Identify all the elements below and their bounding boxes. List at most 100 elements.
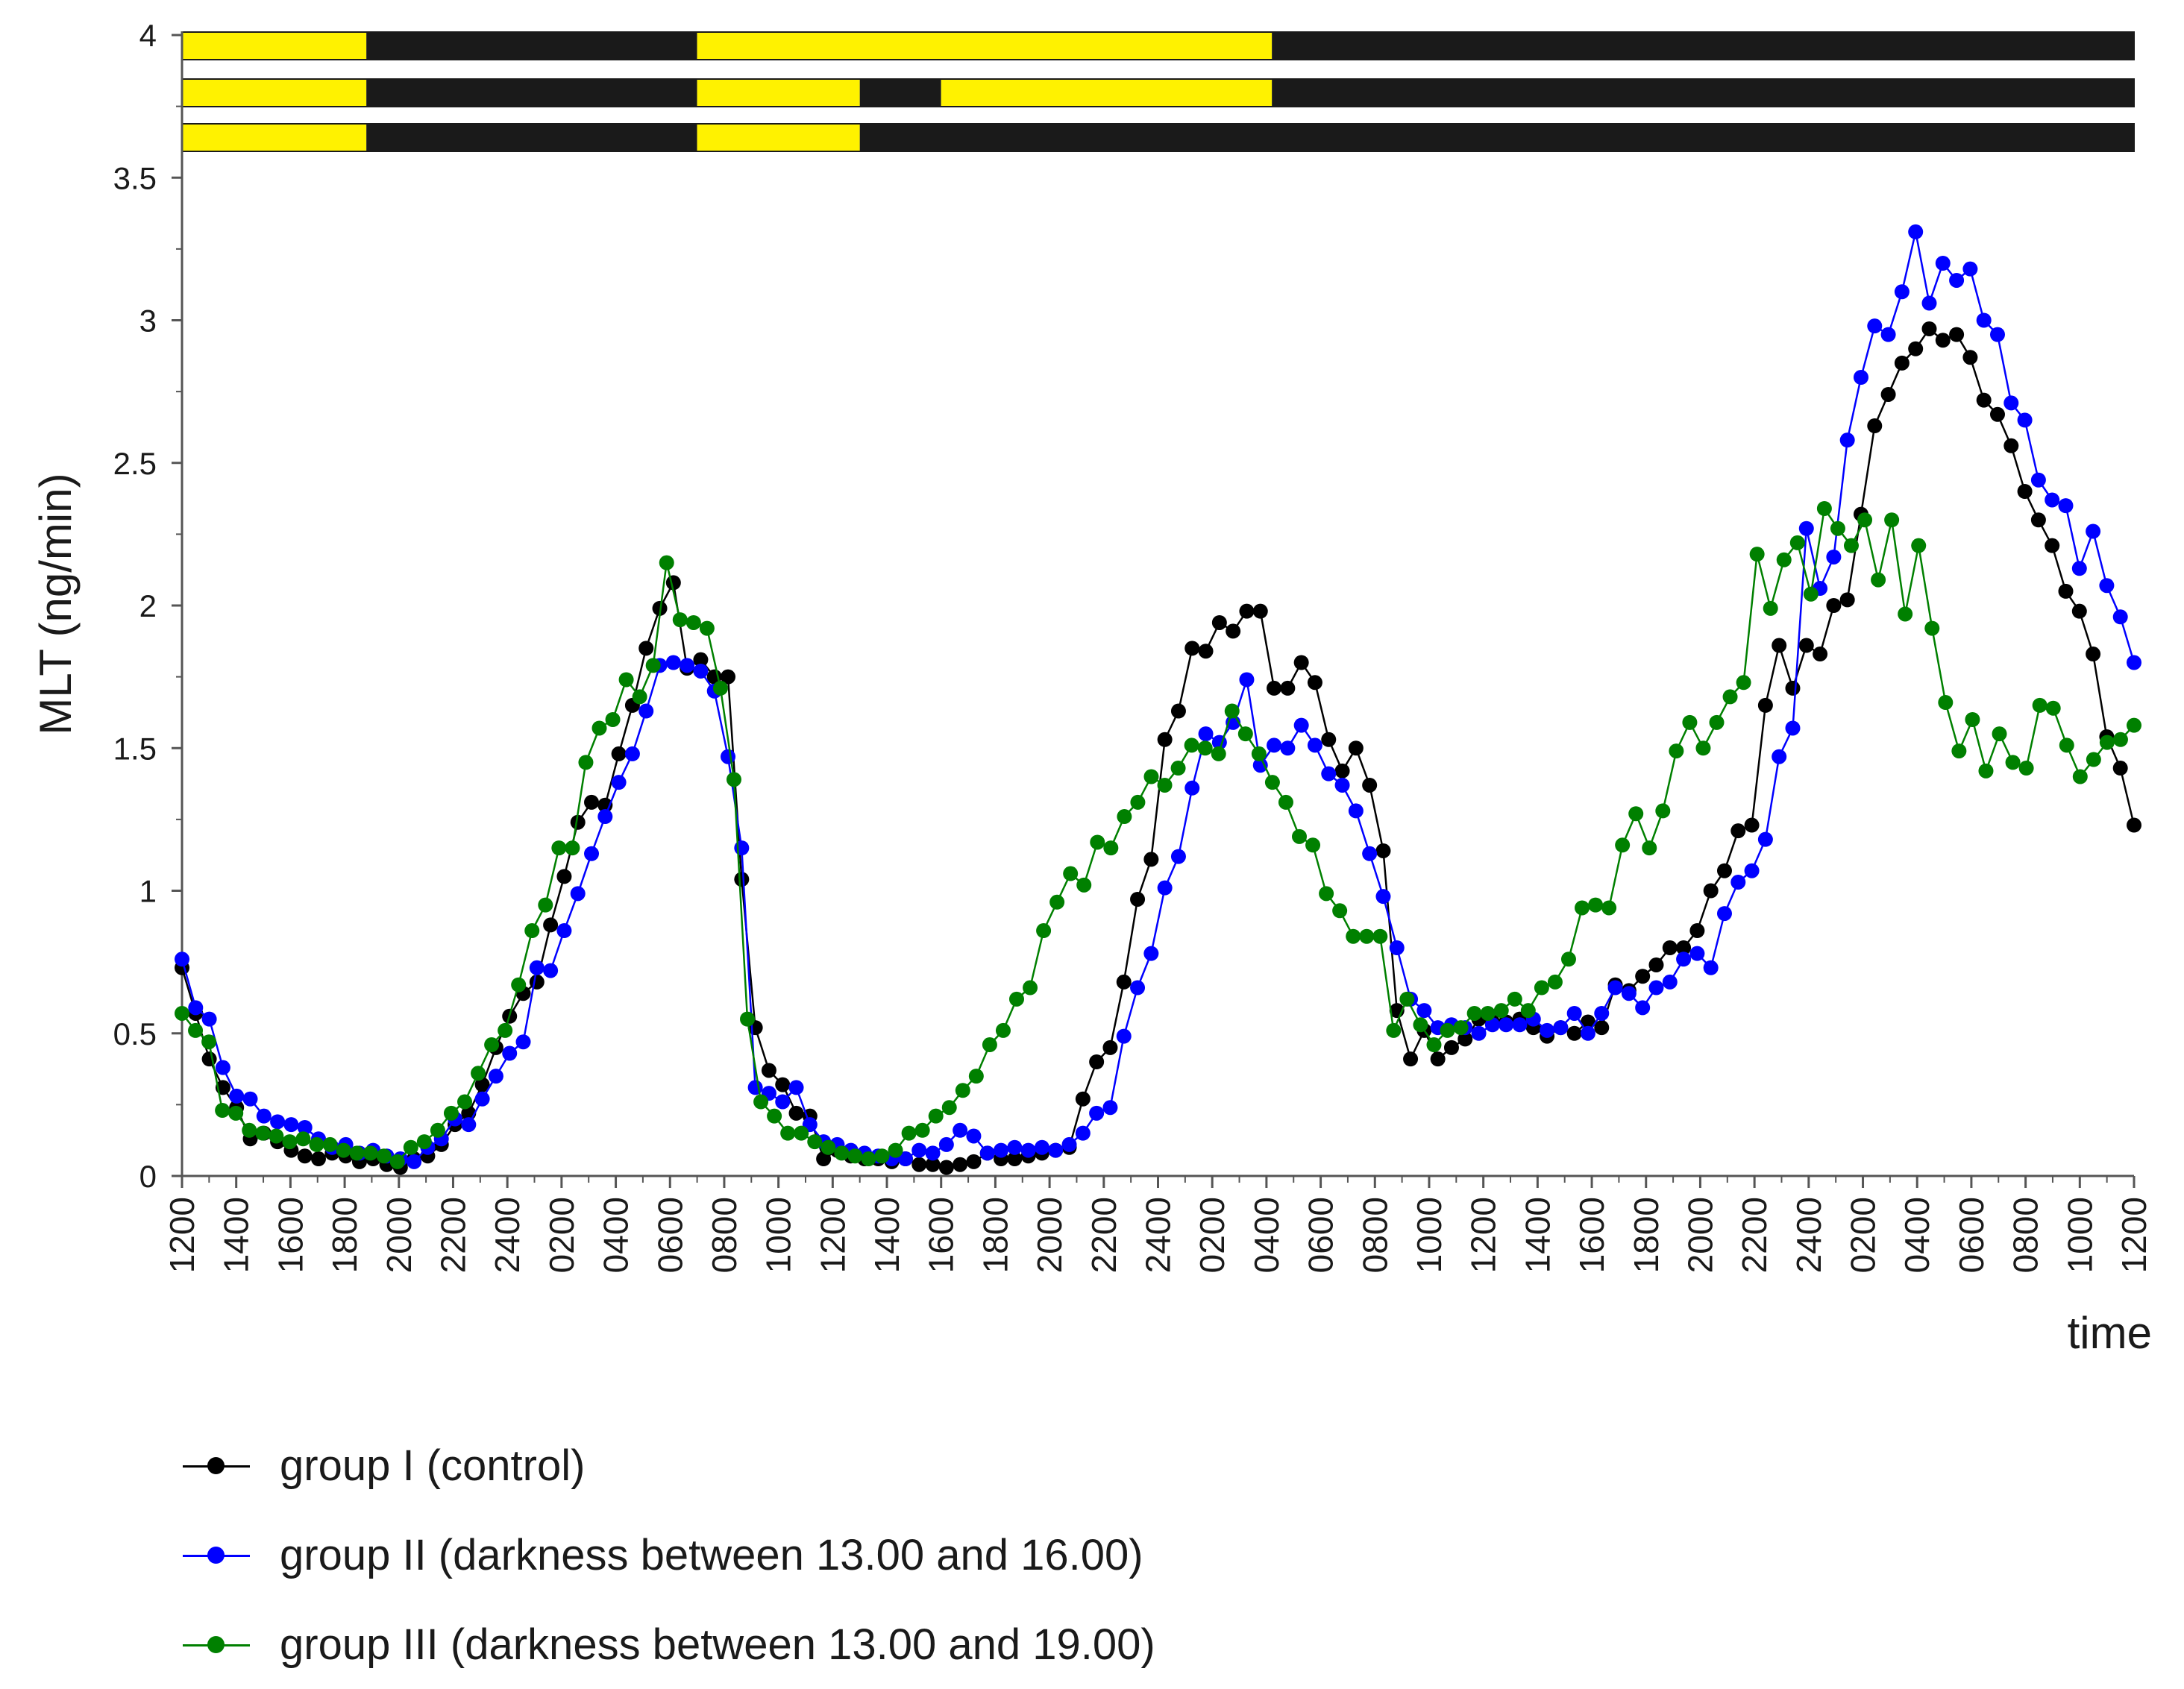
data-point-group-3 (2005, 755, 2021, 770)
data-point-group-2 (2030, 472, 2046, 488)
data-point-group-2 (229, 1088, 245, 1104)
x-tick-label-21: 0600 (1302, 1197, 1340, 1273)
data-point-group-2 (1252, 758, 1268, 773)
data-point-group-3 (201, 1034, 217, 1050)
data-point-group-1 (1267, 680, 1282, 696)
data-point-group-2 (1157, 880, 1173, 896)
x-tick-label-18: 2400 (1139, 1197, 1178, 1273)
data-point-group-3 (1184, 737, 1199, 753)
regime-bar-2-segment-2 (366, 79, 697, 107)
data-point-group-2 (256, 1108, 272, 1124)
data-point-group-2 (1239, 672, 1255, 688)
x-tick-label-28: 2000 (1681, 1197, 1719, 1273)
data-point-group-3 (215, 1103, 230, 1119)
data-point-group-3 (712, 680, 728, 696)
data-point-group-3 (1749, 547, 1765, 562)
data-point-group-2 (979, 1145, 995, 1161)
data-point-group-1 (721, 669, 736, 685)
data-point-group-2 (953, 1122, 968, 1138)
data-point-group-3 (1008, 991, 1024, 1007)
data-point-group-1 (638, 641, 654, 656)
data-point-group-3 (1642, 840, 1657, 856)
x-tick-label-20: 0400 (1247, 1197, 1286, 1273)
data-point-group-1 (1689, 923, 1705, 939)
data-point-group-2 (1471, 1025, 1487, 1041)
data-point-group-3 (1157, 777, 1173, 793)
data-point-group-3 (645, 658, 661, 673)
data-point-group-3 (416, 1134, 432, 1150)
data-point-group-1 (1566, 1025, 1582, 1041)
data-point-group-3 (498, 1022, 513, 1038)
data-point-group-1 (1102, 1039, 1118, 1055)
data-point-group-2 (1143, 946, 1159, 961)
series-line-group-3 (181, 506, 2135, 1163)
data-point-group-2 (2127, 655, 2141, 670)
data-point-group-1 (1157, 732, 1173, 747)
data-point-group-3 (1278, 794, 1293, 810)
data-point-group-3 (484, 1037, 500, 1053)
data-point-group-2 (1772, 749, 1787, 764)
data-point-group-1 (1813, 647, 1828, 662)
y-tick-label-0.5: 0.5 (113, 1016, 157, 1051)
data-point-group-2 (2112, 609, 2128, 625)
data-point-group-1 (1839, 592, 1855, 608)
x-tick-label-22: 0800 (1355, 1197, 1394, 1273)
data-point-group-2 (2071, 561, 2087, 576)
data-point-group-1 (1143, 852, 1159, 867)
data-point-group-2 (461, 1117, 477, 1133)
data-point-group-1 (1921, 321, 1937, 336)
data-point-group-1 (1321, 732, 1337, 747)
data-point-group-1 (529, 974, 545, 990)
x-tick-label-5: 2200 (433, 1197, 472, 1273)
x-tick-label-35: 1000 (2060, 1197, 2099, 1273)
chart-axes: 0 0.5 1 1.5 2 2.5 3 3.5 4 1200 1400 1600 1800 2000 220… (113, 18, 2153, 1273)
data-point-group-2 (215, 1060, 230, 1075)
data-point-group-2 (188, 1000, 204, 1016)
data-point-group-2 (1061, 1136, 1077, 1152)
data-point-group-1 (1785, 680, 1801, 696)
data-point-group-1 (1798, 638, 1814, 653)
data-point-group-2 (2099, 578, 2115, 594)
data-point-group-3 (538, 897, 553, 913)
data-point-group-2 (1730, 875, 1746, 890)
data-point-group-2 (584, 846, 600, 861)
data-point-group-3 (1911, 538, 1927, 553)
regime-bar-1-segment-2 (366, 32, 697, 60)
data-point-group-3 (794, 1125, 809, 1141)
data-point-group-2 (775, 1094, 791, 1110)
data-point-group-3 (1130, 794, 1146, 810)
data-point-group-2 (1170, 849, 1186, 864)
data-point-group-2 (1976, 312, 1992, 328)
data-point-group-2 (1689, 946, 1705, 961)
data-point-group-3 (578, 755, 594, 770)
data-point-group-1 (1730, 823, 1746, 839)
data-point-group-2 (2045, 492, 2060, 508)
data-point-group-1 (2058, 583, 2074, 599)
data-point-group-2 (994, 1142, 1009, 1158)
data-point-group-3 (430, 1122, 445, 1138)
data-point-group-1 (311, 1151, 327, 1167)
data-point-group-3 (941, 1100, 957, 1116)
data-point-group-3 (1789, 535, 1805, 550)
data-point-group-3 (1628, 806, 1644, 822)
data-point-group-3 (1560, 952, 1576, 967)
data-point-group-2 (1908, 224, 1924, 239)
data-point-group-1 (938, 1160, 954, 1175)
data-point-group-2 (1635, 1000, 1651, 1016)
data-point-group-2 (1989, 327, 2005, 342)
regime-bar-1-segment-3 (697, 32, 1273, 60)
y-tick-label-2.5: 2.5 (113, 446, 157, 481)
data-point-group-2 (1348, 803, 1364, 819)
data-point-group-2 (1375, 889, 1391, 905)
data-point-group-3 (1520, 1003, 1536, 1019)
data-point-group-2 (1935, 256, 1951, 271)
data-point-group-3 (1480, 1005, 1496, 1021)
data-point-group-3 (1237, 726, 1253, 742)
legend-item-group-1: group I (control) (183, 1421, 1155, 1510)
data-point-group-3 (1736, 675, 1751, 691)
data-point-group-2 (966, 1128, 982, 1144)
data-point-group-1 (1252, 603, 1268, 619)
data-point-group-1 (1826, 598, 1842, 613)
data-point-group-3 (565, 840, 580, 856)
data-point-group-2 (1116, 1028, 1132, 1044)
